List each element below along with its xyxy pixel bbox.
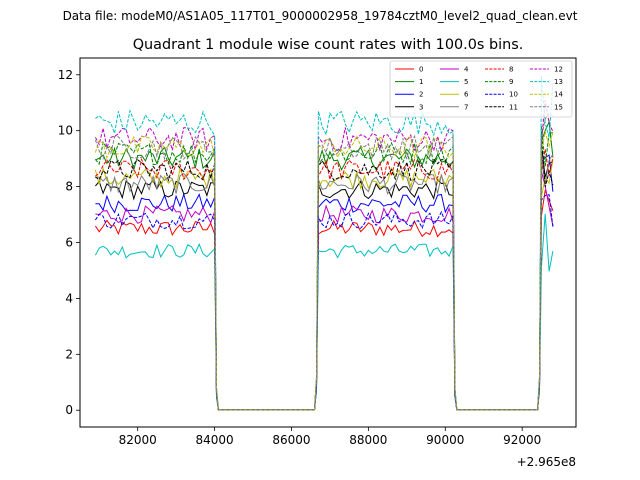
x-tick-label: 84000 bbox=[195, 433, 233, 447]
legend-label-12: 12 bbox=[554, 66, 563, 74]
legend-label-11: 11 bbox=[509, 103, 518, 111]
y-tick-label: 6 bbox=[65, 236, 73, 250]
y-tick-label: 10 bbox=[58, 124, 73, 138]
x-tick-label: 92000 bbox=[503, 433, 541, 447]
legend-label-14: 14 bbox=[554, 91, 563, 99]
legend-label-9: 9 bbox=[509, 78, 513, 86]
legend-label-0: 0 bbox=[419, 66, 423, 74]
series-layer bbox=[94, 75, 554, 411]
series-line-9 bbox=[95, 125, 553, 411]
legend-label-6: 6 bbox=[464, 91, 469, 99]
y-tick-label: 8 bbox=[65, 180, 73, 194]
legend-label-15: 15 bbox=[554, 103, 563, 111]
series-line-0 bbox=[94, 190, 554, 411]
legend-frame bbox=[389, 60, 573, 118]
chart-title: Quadrant 1 module wise count rates with … bbox=[133, 37, 524, 53]
series-line-12 bbox=[94, 100, 554, 411]
x-tick-label: 90000 bbox=[426, 433, 464, 447]
series-line-8 bbox=[95, 149, 554, 411]
x-tick-label: 82000 bbox=[119, 433, 157, 447]
series-line-4 bbox=[95, 171, 554, 411]
y-axis: 0 2 4 6 8 10 12 bbox=[58, 68, 80, 417]
series-line-15 bbox=[94, 114, 554, 411]
series-line-3 bbox=[95, 145, 554, 411]
series-line-10 bbox=[94, 194, 554, 411]
y-tick-label: 12 bbox=[58, 68, 73, 82]
legend-label-2: 2 bbox=[419, 91, 423, 99]
series-line-5 bbox=[94, 213, 554, 411]
series-line-13 bbox=[95, 75, 554, 411]
x-axis: 82000 84000 86000 88000 90000 92000 bbox=[119, 427, 541, 447]
series-line-14 bbox=[94, 131, 554, 411]
legend-label-3: 3 bbox=[419, 103, 423, 111]
chart-suptitle: Data file: modeM0/AS1A05_117T01_90000029… bbox=[63, 9, 578, 23]
legend-label-10: 10 bbox=[509, 91, 518, 99]
legend-label-1: 1 bbox=[419, 78, 423, 86]
y-tick-label: 4 bbox=[65, 291, 73, 305]
x-offset-text: +2.965e8 bbox=[517, 455, 576, 469]
legend-label-13: 13 bbox=[554, 78, 563, 86]
legend-label-5: 5 bbox=[464, 78, 468, 86]
legend-label-8: 8 bbox=[509, 66, 513, 74]
y-tick-label: 2 bbox=[65, 347, 73, 361]
y-tick-label: 0 bbox=[65, 403, 73, 417]
x-tick-label: 88000 bbox=[349, 433, 387, 447]
legend-label-7: 7 bbox=[464, 103, 468, 111]
x-tick-label: 86000 bbox=[272, 433, 310, 447]
legend-label-4: 4 bbox=[464, 66, 469, 74]
